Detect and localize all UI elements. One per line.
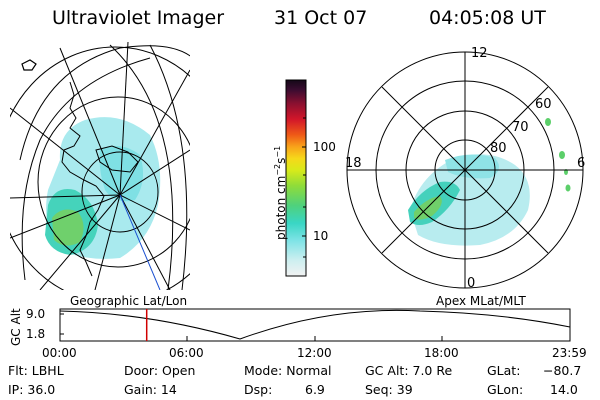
mlat-label-80: 80 [490,141,507,156]
info-filter: Flt: LBHL [8,363,64,378]
colorbar-unit-label: photon cm−2s−1 [273,145,288,240]
colorbar [285,79,307,277]
colorbar-tick-100: 100 [313,140,336,154]
instrument-title: Ultraviolet Imager [52,7,225,29]
info-glon-value: 14.0 [550,382,578,397]
timeline-ytick-high: 9.0 [26,307,46,321]
info-ip: IP: 36.0 [8,382,56,397]
info-seq: Seq: 39 [365,382,413,397]
colorbar-tick-10: 10 [313,229,329,243]
geo-limb [19,45,190,161]
timeline-xtick-1200: 12:00 [297,346,332,360]
info-dsp-label: Dsp: [244,382,273,397]
date-label: 31 Oct 07 [274,7,368,29]
info-glat-value: −80.7 [543,363,582,378]
timeline-xtick-0600: 06:00 [169,346,204,360]
info-door: Door: Open [124,363,196,378]
time-label: 04:05:08 UT [429,7,546,29]
timeline-xtick-1800: 18:00 [424,346,459,360]
timeline-altitude-curve [59,309,571,340]
timeline-xtick-0000: 00:00 [42,346,77,360]
timeline-xtick-2359: 23:59 [552,346,587,360]
timeline-ytick-low: 1.8 [26,327,46,341]
mlat-label-70: 70 [512,120,529,135]
mlt-label-12: 12 [471,46,488,61]
info-mode: Mode: Normal [244,363,332,378]
polar-plot [346,51,584,289]
geographic-map [10,42,190,290]
logo-glyph [21,59,37,71]
info-gain: Gain: 14 [124,382,177,397]
polar-panel-title: Apex MLat/MLT [436,294,526,308]
mlt-label-0: 0 [467,276,476,291]
info-glon-label: GLon: [487,382,524,397]
colorbar-ticks [302,117,306,258]
info-gc-alt: GC Alt: 7.0 Re [365,363,453,378]
timeline-ylabel: GC Alt [9,308,23,346]
mlt-label-18: 18 [345,156,362,171]
mlt-label-6: 6 [577,156,586,171]
info-dsp-value: 6.9 [305,382,325,397]
info-glat-label: GLat: [487,363,521,378]
geo-panel-title: Geographic Lat/Lon [70,294,188,308]
timeline-ticks [59,313,571,341]
mlat-label-60: 60 [535,97,552,112]
